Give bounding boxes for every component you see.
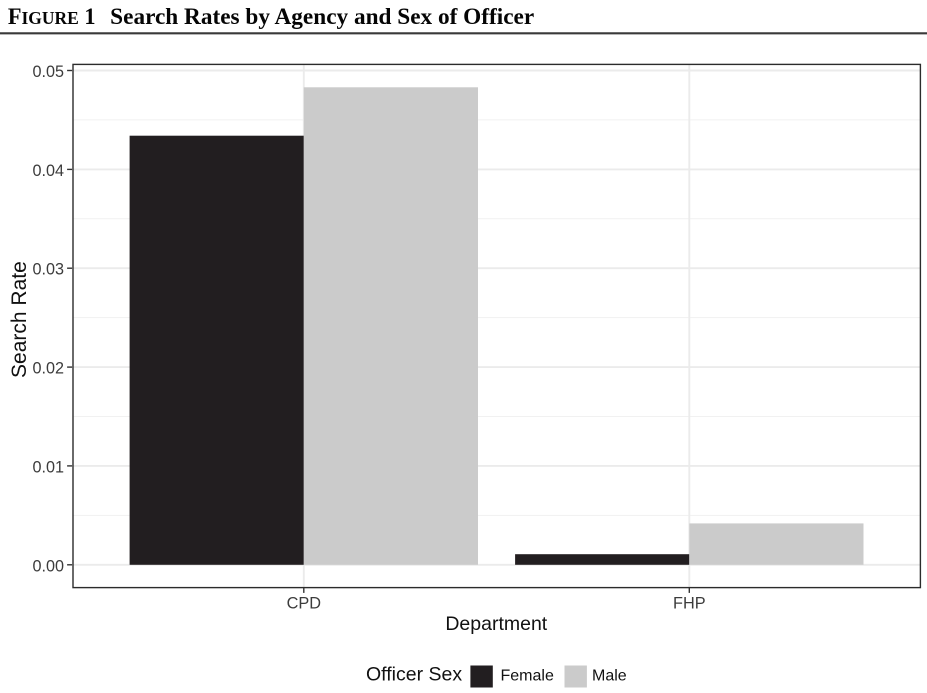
svg-text:0.03: 0.03 bbox=[32, 261, 64, 279]
svg-text:0.04: 0.04 bbox=[32, 162, 64, 180]
svg-text:Department: Department bbox=[445, 613, 547, 635]
svg-text:0.01: 0.01 bbox=[32, 458, 64, 476]
svg-text:Female: Female bbox=[501, 668, 554, 685]
svg-text:Search Rates by Agency and Sex: Search Rates by Agency and Sex of Office… bbox=[110, 4, 534, 29]
svg-text:Search Rate: Search Rate bbox=[8, 261, 31, 378]
svg-text:Male: Male bbox=[592, 668, 627, 685]
svg-text:Officer Sex: Officer Sex bbox=[366, 664, 462, 686]
svg-text:0.02: 0.02 bbox=[32, 360, 64, 378]
svg-text:0.05: 0.05 bbox=[32, 63, 64, 81]
svg-text:FHP: FHP bbox=[673, 594, 706, 612]
svg-text:CPD: CPD bbox=[287, 594, 321, 612]
svg-text:0.00: 0.00 bbox=[32, 557, 64, 575]
svg-text:FIGURE 1: FIGURE 1 bbox=[8, 4, 96, 30]
